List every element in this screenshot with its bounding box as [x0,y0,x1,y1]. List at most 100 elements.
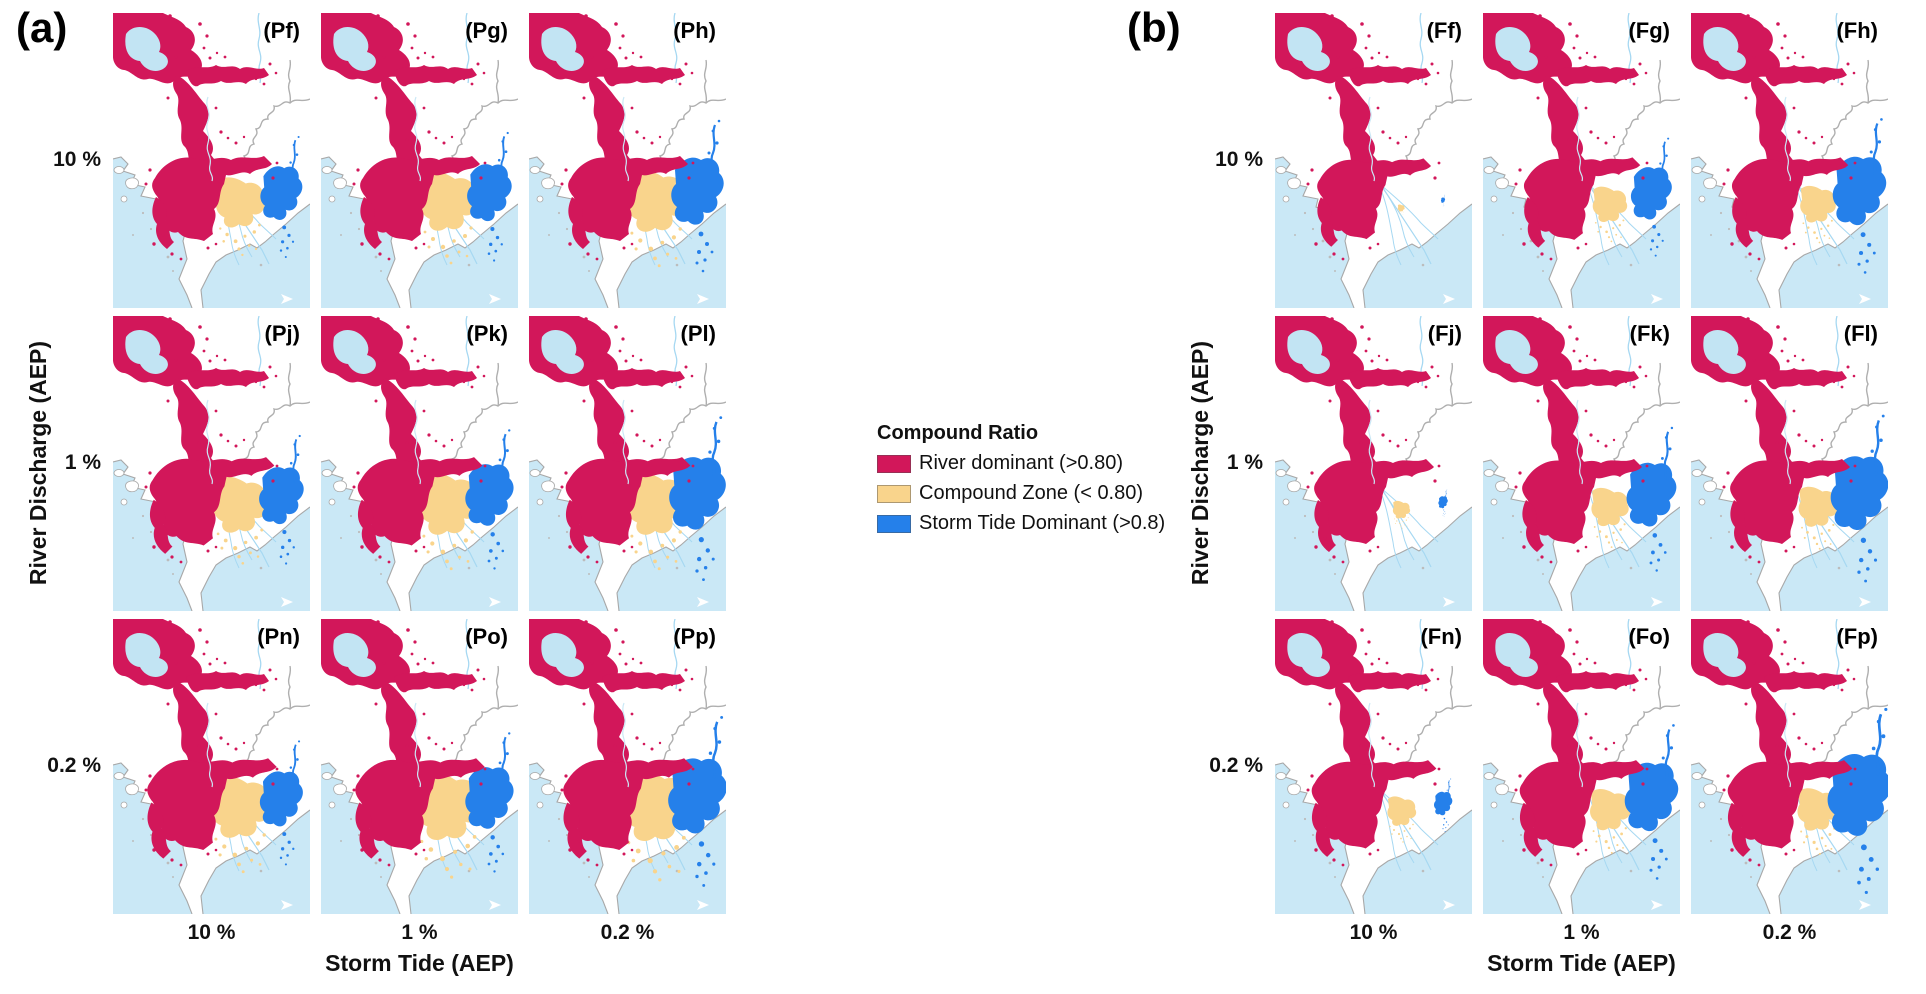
airplane-icon [281,294,293,304]
storm-tide-zone [465,429,514,570]
sea-region [1275,763,1472,914]
panel-b-label: (b) [1127,4,1181,51]
panel-a-label: (a) [16,4,68,51]
map-cell-fn: (Fn) [1275,619,1472,914]
airplane-icon [1859,900,1871,910]
lake [541,329,584,375]
compound-zone [1392,500,1411,529]
admin-boundary [241,59,310,171]
storm-tide-zone [1830,414,1888,583]
lake [1287,632,1330,678]
subplot-label: (Pp) [673,624,716,649]
river-through-floodplain [414,399,422,485]
x-axis-tick: 10 % [187,921,236,944]
airplane-icon [281,597,293,607]
sea-region [1691,157,1888,308]
map-thumbnail [1483,13,1680,308]
islands [1691,772,1841,878]
river-through-floodplain [206,702,214,788]
map-cell-fl: (Fl) [1691,316,1888,611]
lake [333,329,376,375]
map-cell-fk: (Fk) [1483,316,1680,611]
map-thumbnail [529,316,726,611]
airplane-icon [1859,597,1871,607]
map-thumbnail [1483,316,1680,611]
sea-region [113,460,310,611]
lake [125,26,168,72]
lake [1703,26,1746,72]
islands [1275,166,1425,272]
compound-zone [1800,185,1836,244]
river-through-floodplain [414,702,422,788]
compound-zone [1397,204,1405,216]
airplane-icon [697,900,709,910]
map-thumbnail [1483,619,1680,914]
map-cell-fo: (Fo) [1483,619,1680,914]
storm-tide-dominant-swatch-icon [877,514,911,533]
river-through-floodplain [1784,702,1792,788]
subplot-label: (Pl) [680,321,716,346]
airplane-icon [489,294,501,304]
islands [321,469,471,575]
storm-tide-zone [1438,489,1448,517]
map-cell-pf: (Pf) [113,13,310,308]
map-cell-fp: (Fp) [1691,619,1888,914]
lake [1287,26,1330,72]
map-thumbnail [1691,619,1888,914]
y-axis-tick: 0.2 % [1209,753,1263,777]
river-through-floodplain [1576,96,1584,182]
map-thumbnail [1275,316,1472,611]
islands [113,166,263,272]
subplot-label: (Pj) [264,321,300,346]
compound-zone [215,177,265,257]
subplot-label: (Fp) [1836,624,1878,649]
lake [1495,26,1538,72]
sea-region [1275,157,1472,308]
x-axis-title: Storm Tide (AEP) [1487,950,1676,976]
sea-region [1483,460,1680,611]
admin-boundary [1403,59,1472,171]
x-axis-tick: 1 % [401,921,438,944]
sea-region [1483,157,1680,308]
airplane-icon [1443,900,1455,910]
lake [541,632,584,678]
admin-boundary [1819,59,1888,171]
river-through-floodplain [1368,399,1376,485]
map-thumbnail [321,619,518,914]
subplot-label: (Fg) [1628,18,1670,43]
y-axis-title: River Discharge (AEP) [1187,340,1213,586]
islands [1691,469,1841,575]
river-through-floodplain [1368,96,1376,182]
legend-item-river-dominant: River dominant (>0.80) [877,452,1165,474]
islands [1275,469,1425,575]
sea-region [321,763,518,914]
islands [113,772,263,878]
admin-boundary [1611,665,1680,777]
map-thumbnail [1275,619,1472,914]
river-dominant-zone [1483,316,1649,564]
map-thumbnail [1691,316,1888,611]
compound-zone [1798,486,1838,550]
subplot-label: (Fo) [1628,624,1670,649]
compound-zone [213,476,268,565]
legend-item-label: Storm Tide Dominant (>0.8) [919,512,1166,534]
islands [321,166,471,272]
subplot-label: (Pn) [257,624,300,649]
subplot-label: (Po) [465,624,508,649]
river-dominant-zone [529,13,695,261]
compound-zone [418,472,479,571]
sea-region [529,763,726,914]
map-thumbnail [113,13,310,308]
x-axis-tick: 0.2 % [600,921,655,944]
map-cell-fh: (Fh) [1691,13,1888,308]
islands [113,469,263,575]
sea-region [321,157,518,308]
sea-region [321,460,518,611]
subplot-label: (Pg) [465,18,508,43]
islands [1691,166,1841,272]
sea-region [1691,763,1888,914]
x-axis-tick: 0.2 % [1762,921,1817,944]
legend-item-storm-tide-dominant: Storm Tide Dominant (>0.8) [877,512,1166,534]
storm-tide-zone [467,131,512,262]
